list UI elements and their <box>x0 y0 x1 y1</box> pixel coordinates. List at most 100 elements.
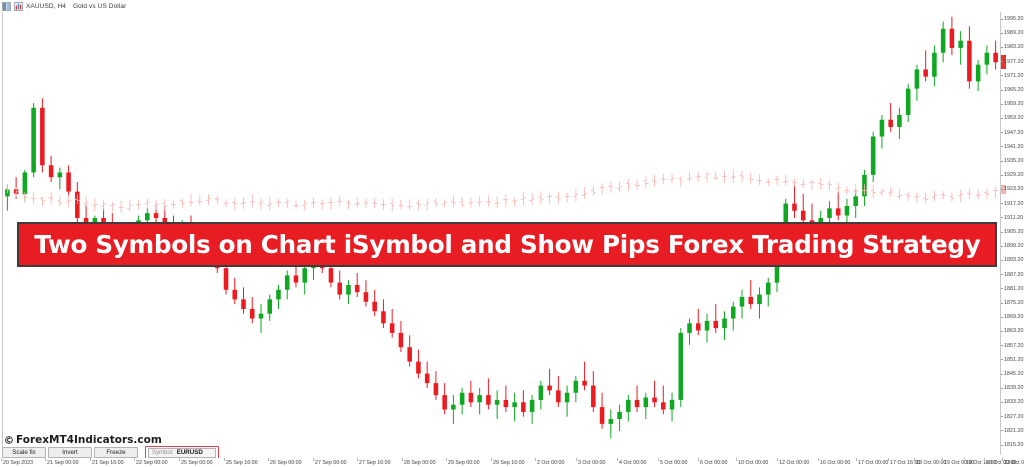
price-tick-dash <box>1001 160 1003 162</box>
time-axis-separator <box>491 458 492 461</box>
time-axis-separator <box>942 458 943 461</box>
site-watermark-text: ForexMT4Indicators.com <box>16 434 162 446</box>
time-axis-separator <box>856 458 857 461</box>
price-tick-dash <box>1001 302 1003 304</box>
time-axis-label: 12 Oct 00:00 <box>779 460 810 466</box>
window-restore-icon[interactable] <box>2 1 11 11</box>
price-axis[interactable]: 1995.20 1989.20 1983.20 1977.20 1971.20 1965.… <box>1001 12 1024 455</box>
price-tick-dash <box>1001 231 1003 233</box>
time-axis-label: 19 Oct 00:00 <box>944 460 975 466</box>
xauusd-price-marker <box>1001 54 1006 69</box>
time-axis-separator <box>224 458 225 461</box>
price-tick-dash <box>1001 146 1003 148</box>
price-axis-tick: 1827.20 <box>1001 413 1024 421</box>
time-axis-separator <box>914 458 915 461</box>
price-tick-label: 1833.20 <box>1004 399 1024 406</box>
price-axis-tick: 1839.20 <box>1001 384 1024 392</box>
time-axis-label: 6 Oct 00:00 <box>700 460 728 466</box>
time-axis-separator <box>736 458 737 461</box>
time-axis-separator <box>535 458 536 461</box>
price-axis-tick: 1833.20 <box>1001 398 1024 406</box>
price-tick-dash <box>1001 132 1003 134</box>
time-axis-separator <box>1002 458 1003 461</box>
price-axis-tick: 1947.20 <box>1001 129 1024 137</box>
chart-icon[interactable] <box>14 1 23 11</box>
time-axis-separator <box>313 458 314 461</box>
price-tick-label: 1995.20 <box>1004 16 1024 22</box>
time-axis-label: 25 Sep 00:00 <box>181 460 213 466</box>
price-tick-dash <box>1001 401 1003 403</box>
price-axis-tick: 1857.20 <box>1001 342 1024 350</box>
price-axis-tick: 1971.20 <box>1001 72 1024 80</box>
scale-fix-button[interactable]: Scale fix <box>2 447 46 458</box>
price-tick-label: 1893.20 <box>1004 257 1024 264</box>
symbol-input-value: EURUSD <box>176 449 203 456</box>
price-tick-dash <box>1001 75 1003 77</box>
price-axis-tick: 1959.20 <box>1001 100 1024 108</box>
time-axis-label: 25 Sep 16:00 <box>226 460 258 466</box>
price-tick-label: 1875.20 <box>1004 300 1024 306</box>
time-axis-separator <box>179 458 180 461</box>
time-axis-label: 28 Sep 00:00 <box>404 460 436 466</box>
time-axis-separator <box>357 458 358 461</box>
price-tick-label: 1917.20 <box>1004 200 1024 207</box>
price-tick-label: 1851.20 <box>1004 356 1024 363</box>
price-tick-label: 1941.20 <box>1004 143 1024 150</box>
symbol-input-label: Symbol: <box>152 449 174 456</box>
price-tick-dash <box>1001 32 1003 34</box>
price-tick-dash <box>1001 387 1003 389</box>
time-axis-separator <box>888 458 889 461</box>
chart-right-border <box>1000 12 1001 455</box>
price-tick-label: 1821.20 <box>1004 427 1024 434</box>
promo-banner-title: Two Symbols on Chart iSymbol and Show Pi… <box>33 230 981 259</box>
price-tick-label: 1839.20 <box>1004 385 1024 392</box>
price-axis-tick: 1941.20 <box>1001 143 1024 151</box>
price-tick-label: 1959.20 <box>1004 101 1024 108</box>
eurusd-price-marker <box>1001 184 1006 194</box>
symbol-input[interactable]: Symbol: EURUSD <box>148 447 216 458</box>
price-tick-label: 1815.20 <box>1004 442 1024 448</box>
time-axis-label: 29 Sep 00:00 <box>448 460 480 466</box>
invert-button[interactable]: Invert <box>48 447 92 458</box>
price-axis-tick: 1935.20 <box>1001 157 1024 165</box>
freeze-button[interactable]: Freeze <box>94 447 138 458</box>
time-axis-separator <box>617 458 618 461</box>
price-tick-label: 1971.20 <box>1004 72 1024 79</box>
price-tick-dash <box>1001 174 1003 176</box>
time-axis-label: 27 Sep 00:00 <box>315 460 347 466</box>
time-axis-label: 19 Oct 16:00 <box>966 460 997 466</box>
time-axis-separator <box>1 458 2 461</box>
time-axis-label: 4 Oct 00:00 <box>619 460 647 466</box>
price-axis-tick: 1995.20 <box>1001 15 1024 23</box>
time-axis-label: 17 Oct 16:00 <box>890 460 921 466</box>
price-tick-dash <box>1001 373 1003 375</box>
price-tick-dash <box>1001 330 1003 332</box>
time-axis[interactable]: 20 Sep 2023 21 Sep 00:00 21 Sep 16:00 22 Se… <box>0 458 1024 467</box>
price-tick-dash <box>1001 188 1003 190</box>
price-axis-tick: 1875.20 <box>1001 299 1024 307</box>
price-axis-tick: 1989.20 <box>1001 29 1024 37</box>
price-tick-label: 1869.20 <box>1004 314 1024 321</box>
time-axis-separator <box>818 458 819 461</box>
price-tick-dash <box>1001 274 1003 276</box>
time-axis-separator <box>402 458 403 461</box>
price-axis-tick: 1899.20 <box>1001 242 1024 250</box>
price-tick-label: 1887.20 <box>1004 271 1024 278</box>
time-axis-label: 16 Oct 00:00 <box>820 460 851 466</box>
price-tick-dash <box>1001 117 1003 119</box>
price-tick-dash <box>1001 245 1003 247</box>
price-axis-tick: 1863.20 <box>1001 327 1024 335</box>
time-axis-label: 20 Sep 2023 <box>3 460 34 466</box>
site-watermark: ForexMT4Indicators.com <box>5 434 162 446</box>
price-tick-dash <box>1001 416 1003 418</box>
price-tick-dash <box>1001 217 1003 219</box>
price-tick-label: 1911.20 <box>1004 214 1024 221</box>
price-tick-label: 1863.20 <box>1004 328 1024 335</box>
promo-banner: Two Symbols on Chart iSymbol and Show Pi… <box>17 222 997 267</box>
time-axis-label: 21 Sep 00:00 <box>47 460 79 466</box>
price-tick-label: 1947.20 <box>1004 129 1024 136</box>
window-symbol-timeframe: XAUUSD, H4 <box>26 2 67 10</box>
time-axis-label: 18 Oct 00:00 <box>916 460 947 466</box>
time-axis-label: 26 Sep 00:00 <box>270 460 302 466</box>
price-tick-label: 1953.20 <box>1004 115 1024 122</box>
